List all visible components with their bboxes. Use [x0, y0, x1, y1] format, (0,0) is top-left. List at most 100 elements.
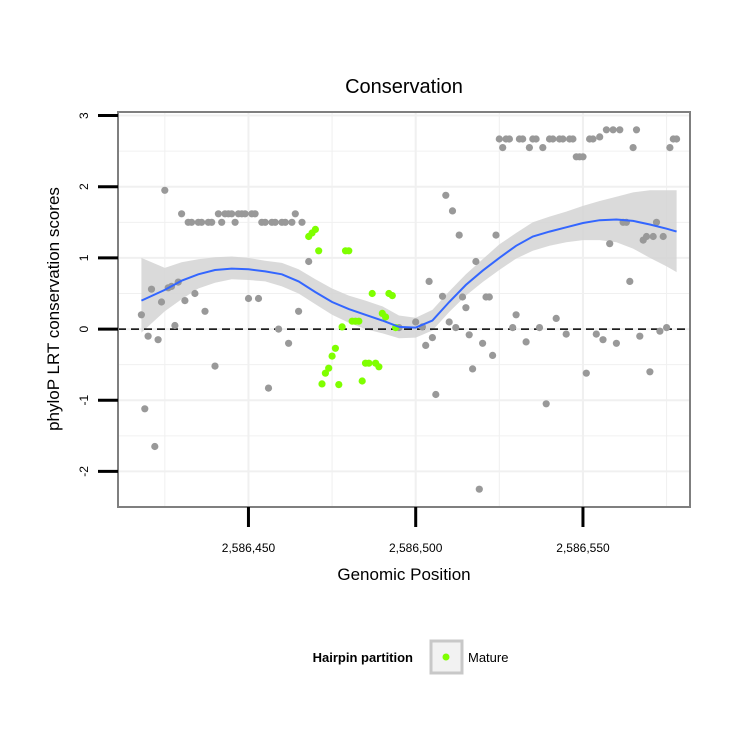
- confidence-band-area: [141, 190, 677, 339]
- data-point-mature: [358, 377, 366, 385]
- data-point-background: [291, 210, 299, 218]
- data-point-background: [241, 210, 249, 218]
- data-point-background: [535, 324, 544, 332]
- data-point-background: [549, 135, 557, 143]
- data-point-background: [264, 384, 273, 392]
- data-point-background: [251, 210, 259, 218]
- data-point-background: [305, 257, 313, 266]
- data-point-mature: [311, 225, 319, 233]
- data-point-background: [539, 144, 547, 152]
- data-point-background: [509, 324, 517, 332]
- data-point-background: [646, 368, 654, 376]
- data-point-background: [285, 339, 293, 347]
- data-point-background: [512, 311, 520, 319]
- x-axis: 2,586,450 2,586,500 2,586,550: [222, 507, 610, 555]
- data-point-background: [559, 135, 567, 143]
- data-point-background: [261, 218, 269, 226]
- data-point-background: [244, 294, 253, 303]
- plot-panel: [118, 112, 690, 507]
- data-point-background: [489, 351, 497, 359]
- data-point-background: [442, 191, 450, 199]
- data-point-mature: [325, 364, 333, 372]
- data-point-background: [492, 231, 500, 239]
- legend-key-dot-icon: [442, 653, 450, 661]
- panel-border: [117, 111, 691, 508]
- data-point-mature: [365, 359, 373, 367]
- data-point-mature: [331, 344, 339, 352]
- data-point-mature: [375, 363, 383, 371]
- data-point-background: [552, 314, 560, 322]
- data-point-background: [659, 232, 667, 241]
- data-point-background: [171, 321, 179, 330]
- y-axis-title: phyloP LRT conservation scores: [44, 187, 63, 431]
- data-point-background: [606, 240, 614, 248]
- data-point-background: [191, 289, 199, 298]
- y-tick-label: 2: [77, 183, 91, 190]
- data-point-background: [228, 210, 236, 218]
- data-point-background: [448, 207, 457, 215]
- data-point-background: [181, 297, 189, 305]
- x-axis-title: Genomic Position: [337, 565, 470, 584]
- data-point-background: [141, 405, 149, 413]
- data-point-background: [469, 365, 477, 373]
- data-point-background: [562, 330, 570, 338]
- data-point-mature: [318, 380, 326, 388]
- data-point-mature: [382, 313, 390, 321]
- data-point-background: [445, 318, 453, 326]
- data-point-background: [254, 294, 263, 303]
- data-point-background: [452, 324, 460, 332]
- x-tick-label: 2,586,450: [222, 541, 276, 555]
- data-point-background: [542, 400, 550, 408]
- data-point-background: [288, 218, 296, 226]
- background-points: [137, 126, 681, 493]
- data-point-background: [438, 292, 447, 300]
- data-point-background: [666, 144, 674, 152]
- data-point-background: [475, 485, 483, 493]
- mature-points: [305, 225, 400, 389]
- data-point-mature: [345, 247, 353, 255]
- data-point-background: [198, 218, 206, 226]
- data-point-mature: [338, 323, 346, 331]
- x-tick-label: 2,586,500: [389, 541, 443, 555]
- data-point-background: [281, 218, 289, 226]
- data-point-background: [663, 324, 671, 332]
- data-point-background: [425, 277, 433, 285]
- data-point-background: [151, 442, 159, 451]
- data-point-background: [455, 231, 463, 239]
- smooth-trend-polyline: [140, 218, 677, 329]
- data-point-background: [188, 218, 196, 226]
- data-point-background: [569, 135, 577, 143]
- data-point-mature: [315, 247, 323, 255]
- data-point-background: [412, 318, 420, 326]
- data-point-background: [208, 218, 216, 226]
- data-point-background: [218, 218, 226, 226]
- data-point-background: [609, 126, 617, 134]
- data-point-background: [458, 293, 467, 301]
- data-point-background: [592, 330, 600, 338]
- data-point-background: [479, 339, 487, 347]
- legend-title: Hairpin partition: [313, 650, 413, 665]
- y-tick-label: 1: [77, 254, 91, 261]
- confidence-band: [141, 190, 677, 339]
- data-point-background: [522, 338, 530, 346]
- data-point-background: [214, 210, 222, 218]
- data-point-background: [656, 327, 664, 335]
- data-point-background: [499, 144, 507, 152]
- data-point-background: [485, 293, 493, 301]
- data-point-background: [147, 285, 156, 293]
- data-point-background: [462, 304, 470, 312]
- data-point-background: [275, 325, 283, 333]
- data-point-background: [582, 369, 590, 377]
- data-point-background: [626, 277, 634, 285]
- data-point-background: [602, 126, 611, 134]
- data-point-background: [472, 257, 480, 266]
- chart-title: Conservation: [345, 76, 463, 98]
- x-tick-label: 2,586,550: [556, 541, 610, 555]
- legend: Hairpin partition Mature: [313, 639, 508, 675]
- data-point-background: [612, 339, 621, 347]
- data-point-background: [201, 307, 209, 315]
- y-tick-label: 3: [77, 112, 91, 119]
- data-point-background: [298, 218, 306, 226]
- data-point-background: [271, 218, 279, 226]
